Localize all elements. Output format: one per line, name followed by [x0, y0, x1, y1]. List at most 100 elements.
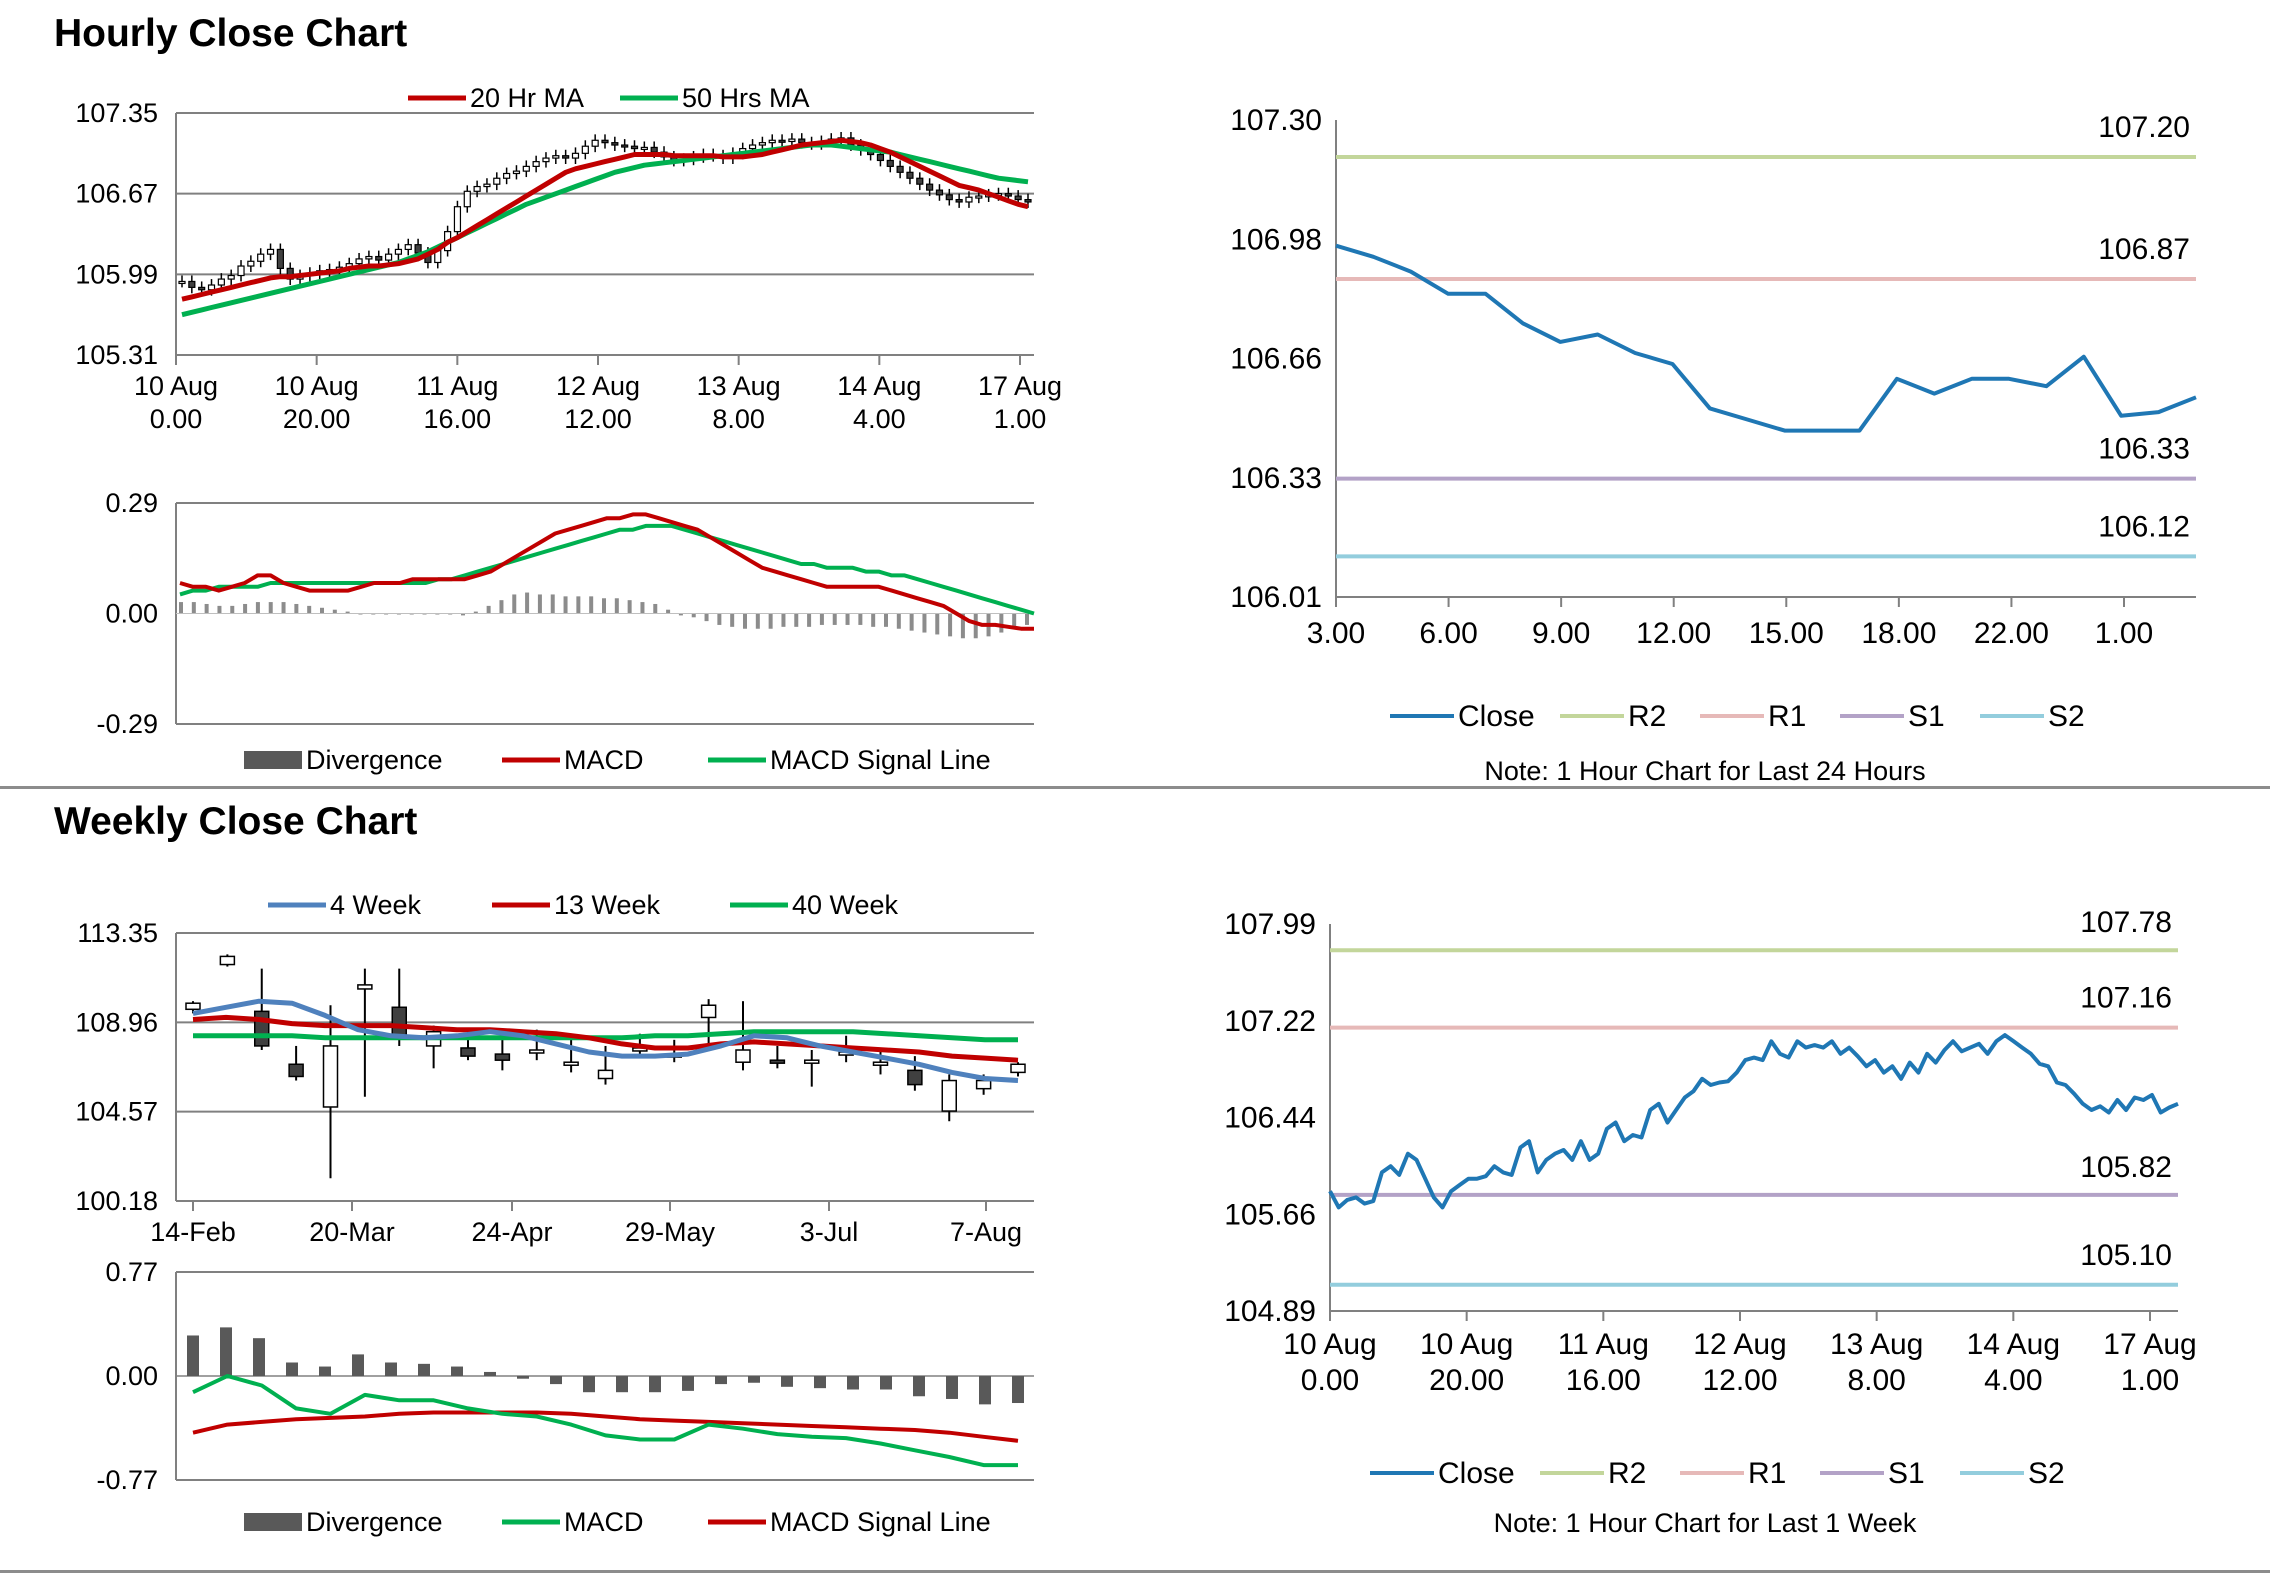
hourly-candle-body: [611, 142, 619, 146]
weekly-pivot-level-label-s1: 105.82: [2080, 1151, 2172, 1184]
weekly-candle-body: [219, 955, 236, 966]
hourly-candle-body: [1004, 193, 1012, 197]
hourly-divergence-bar: [243, 603, 248, 614]
weekly-candle-body: [700, 1004, 717, 1019]
hourly-pivot-level-label-r2: 107.20: [2098, 111, 2190, 144]
hourly-x-tick-date: 12 Aug: [556, 371, 640, 401]
hourly-pivot-legend-label: R1: [1768, 700, 1806, 733]
hourly-candle-body: [876, 153, 885, 162]
hourly-divergence-bar: [819, 613, 824, 625]
weekly-divergence-bar: [781, 1376, 793, 1387]
hourly-candle-body: [640, 146, 648, 151]
hourly-divergence-bar: [871, 613, 876, 627]
weekly-pivot-x-tick-time: 8.00: [1847, 1364, 1905, 1397]
hourly-divergence-bar: [512, 594, 517, 614]
weekly-y-tick: 104.57: [75, 1097, 158, 1127]
hourly-candle-body: [798, 138, 806, 144]
hourly-x-tick-date: 10 Aug: [275, 371, 359, 401]
hourly-candle-body: [532, 161, 540, 167]
weekly-candle-body: [460, 1047, 476, 1057]
hourly-candle-body: [375, 255, 383, 261]
hourly-candle-body: [886, 159, 894, 167]
hourly-divergence-bar: [307, 605, 312, 614]
weekly-pivot-y-tick: 105.66: [1224, 1198, 1316, 1231]
hourly-x-tick-date: 11 Aug: [416, 371, 498, 401]
weekly-legend-13w-label: 13 Week: [554, 890, 661, 920]
weekly-candle-body: [357, 984, 373, 990]
hourly-pivot-level-label-s2: 106.12: [2098, 510, 2190, 543]
weekly-pivot-x-tick-time: 20.00: [1429, 1364, 1504, 1397]
hourly-x-tick-date: 17 Aug: [978, 371, 1062, 401]
weekly-candle-body: [769, 1059, 786, 1064]
weekly-macd-y-tick: 0.00: [105, 1361, 158, 1391]
weekly-candle-body: [975, 1079, 992, 1090]
weekly-macd-y-tick: -0.77: [96, 1465, 158, 1495]
weekly-pivot-legend-label: S2: [2028, 1457, 2065, 1490]
weekly-divergence-bar: [253, 1338, 265, 1376]
hourly-divergence-bar: [255, 602, 260, 614]
hourly-candle-body: [621, 144, 629, 148]
weekly-pivot-level-label-s2: 105.10: [2080, 1239, 2172, 1272]
weekly-40w-line: [193, 1029, 1018, 1043]
weekly-x-tick: 24-Apr: [471, 1217, 552, 1247]
hourly-candle-body: [975, 195, 983, 199]
weekly-pivot-legend-label: Close: [1438, 1457, 1515, 1490]
hourly-divergence-bar: [768, 613, 773, 629]
hourly-divergence-bar: [704, 613, 709, 622]
hourly-divergence-bar: [884, 613, 888, 627]
weekly-macd-line: [192, 1374, 1018, 1468]
hourly-legend-macd-label: MACD: [564, 745, 644, 775]
weekly-13w-line: [192, 1014, 1019, 1063]
hourly-divergence-bar: [755, 613, 760, 629]
hourly-candle-body: [198, 286, 206, 291]
hourly-divergence-bar: [217, 605, 222, 614]
weekly-pivot-x-tick-time: 1.00: [2121, 1364, 2179, 1397]
weekly-divergence-bar: [649, 1376, 661, 1393]
hourly-pivot-y-tick: 106.33: [1230, 462, 1322, 495]
hourly-x-tick-date: 13 Aug: [697, 371, 781, 401]
hourly-divergence-bar: [320, 607, 324, 614]
hourly-divergence-bar: [653, 603, 658, 614]
weekly-x-tick: 7-Aug: [950, 1217, 1022, 1247]
weekly-pivot-x-tick-date: 10 Aug: [1283, 1328, 1376, 1361]
hourly-divergence-bar: [794, 613, 799, 627]
hourly-y-tick: 105.99: [75, 259, 158, 289]
hourly-divergence-bar: [179, 602, 183, 614]
hourly-candle-body: [404, 244, 412, 251]
weekly-candle-body: [735, 1049, 751, 1063]
hourly-pivot-legend-label: S2: [2048, 700, 2085, 733]
weekly-divergence-bar: [451, 1366, 463, 1376]
hourly-pivot-x-tick: 22.00: [1974, 617, 2049, 650]
weekly-pivot-legend-label: R1: [1748, 1457, 1786, 1490]
weekly-candle-body: [529, 1049, 545, 1054]
hourly-candle-body: [414, 244, 422, 254]
weekly-pivot-x-tick-date: 13 Aug: [1830, 1328, 1923, 1361]
weekly-candle-body: [391, 1006, 407, 1037]
weekly-x-tick: 20-Mar: [309, 1217, 395, 1247]
weekly-section-title: Weekly Close Chart: [54, 800, 418, 843]
hourly-divergence-bar: [525, 592, 530, 614]
weekly-y-tick: 113.35: [77, 918, 158, 948]
weekly-candle-body: [185, 1002, 201, 1011]
weekly-divergence-bar: [517, 1376, 529, 1379]
hourly-candle-body: [453, 206, 462, 233]
weekly-divergence-bar: [946, 1376, 958, 1399]
hourly-pivot-x-tick: 15.00: [1749, 617, 1824, 650]
hourly-x-tick-time: 16.00: [424, 404, 492, 434]
weekly-divergence-bar: [484, 1371, 496, 1376]
weekly-candle-body: [872, 1061, 889, 1066]
hourly-candle-body: [384, 253, 393, 261]
hourly-divergence-bar: [678, 613, 683, 616]
weekly-pivot-x-tick-time: 16.00: [1566, 1364, 1641, 1397]
weekly-x-tick: 29-May: [625, 1217, 716, 1247]
hourly-divergence-bar: [576, 596, 581, 614]
hourly-pivot-x-tick: 9.00: [1532, 617, 1590, 650]
weekly-legend-signal-label: MACD Signal Line: [770, 1507, 991, 1537]
hourly-x-tick-date: 14 Aug: [837, 371, 921, 401]
hourly-divergence-bar: [550, 594, 555, 614]
hourly-candle-body: [965, 196, 973, 203]
weekly-pivot-x-tick-time: 4.00: [1984, 1364, 2042, 1397]
hourly-divergence-bar: [281, 602, 286, 614]
hourly-divergence-bar: [191, 602, 196, 614]
hourly-pivot-x-tick: 3.00: [1307, 617, 1365, 650]
